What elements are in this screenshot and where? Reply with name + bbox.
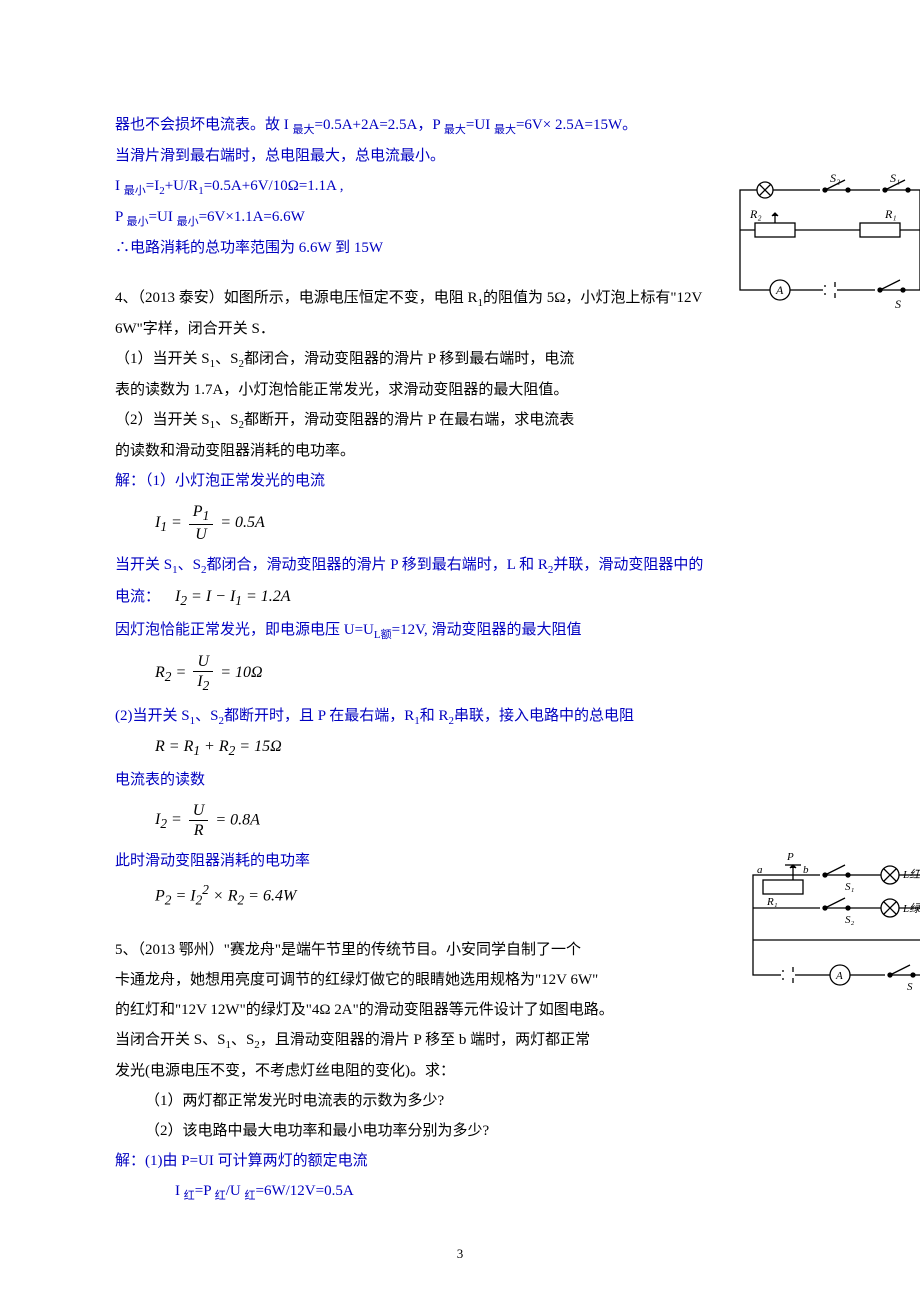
t: 、S [195,708,218,724]
t: P [115,209,127,225]
t: 当滑片滑到最右端时，总电阻最大，总电流最小。 [115,141,805,171]
t: 红 [184,1190,195,1202]
t: 、S [215,351,238,367]
t: =6V×1.1A=6.6W [199,209,305,225]
t: =12V, 滑动变阻器的最大阻值 [392,622,582,638]
t: 红 [245,1190,256,1202]
t: 红 [215,1190,226,1202]
t: 表的读数为 1.7A，小灯泡恰能正常发光，求滑动变阻器的最大阻值。 [115,375,805,405]
t: 最大 [494,124,516,136]
t: 的读数和滑动变阻器消耗的电功率。 [115,436,805,466]
svg-text:S: S [907,981,913,990]
t: ∴电路消耗的总功率范围为 6.6W 到 15W [115,233,805,263]
svg-text:S₂: S₂ [845,914,855,926]
svg-text:S₁: S₁ [890,171,900,185]
formula: P2 = I22 × R2 = 6.4W [155,882,805,909]
t: =I [146,178,159,194]
formula: I2 = UR = 0.8A [155,801,805,840]
formula: I2 = I − I1 = 1.2A [175,588,291,605]
t: 器也不会损坏电流表。故 I [115,117,293,133]
t: 当闭合开关 S、S [115,1032,225,1048]
svg-text:S₁: S₁ [845,881,855,893]
t: 最小 [127,216,149,228]
t: 解：（1）小灯泡正常发光的电流 [115,466,805,496]
t: I [175,1183,184,1199]
svg-text:S₂: S₂ [830,171,840,185]
t: 电流表的读数 [115,765,805,795]
t: L额 [374,629,392,641]
t: 、S [215,412,238,428]
t: ，且滑动变阻器的滑片 P 移至 b 端时，两灯都正常 [260,1032,590,1048]
t: 最大 [293,124,315,136]
t: 最小 [177,216,199,228]
svg-text:S: S [895,297,901,310]
svg-text:a: a [757,864,763,876]
t: 的红灯和"12V 12W"的绿灯及"4Ω 2A"的滑动变阻器等元件设计了如图电路… [115,995,805,1025]
t: 、S [178,557,201,573]
svg-text:L绿: L绿 [902,902,920,915]
t: 串联，接入电路中的总电阻 [454,708,634,724]
t: =UI [466,117,494,133]
svg-text:b: b [803,864,809,876]
t: （2）当开关 S [115,412,210,428]
t: 都闭合，滑动变阻器的滑片 P 移到最右端时，电流 [244,351,574,367]
t: =0.5A+2A=2.5A，P [315,117,444,133]
formula: I1 = P1U = 0.5A [155,502,805,544]
svg-text:R₁: R₁ [884,207,897,221]
t: 、S [231,1032,254,1048]
t: 都断开时，且 P 在最右端，R [224,708,414,724]
t: 卡通龙舟，她想用亮度可调节的红绿灯做它的眼睛她选用规格为"12V 6W" [115,965,805,995]
t: （2）该电路中最大电功率和最小电功率分别为多少? [115,1116,805,1146]
svg-text:R₁: R₁ [766,896,778,908]
t: 并联，滑动变阻器中的 [553,557,703,573]
t: /U [226,1183,245,1199]
t: =6W/12V=0.5A [256,1183,354,1199]
t: 的阻值为 5Ω，小灯泡上标有"12V [483,290,702,306]
formula: R2 = UI2 = 10Ω [155,652,805,694]
svg-text:L红: L红 [902,868,920,881]
t: =UI [149,209,177,225]
t: 最小 [124,185,146,197]
t: 4、（2013 泰安）如图所示，电源电压恒定不变，电阻 R [115,290,478,306]
formula: R = R1 + R2 = 15Ω [155,738,805,759]
t: 此时滑动变阻器消耗的电功率 [115,846,805,876]
t: 都闭合，滑动变阻器的滑片 P 移到最右端时，L 和 R [206,557,547,573]
circuit-diagram-1: S₂ S₁ R₂ R₁ A S [730,170,920,310]
page-number: 3 [0,1246,920,1262]
svg-text:A: A [835,970,843,982]
svg-text:P: P [786,851,794,863]
t: （1）当开关 S [115,351,210,367]
t: 发光(电源电压不变，不考虑灯丝电阻的变化)。求： [115,1056,805,1086]
t: =P [195,1183,215,1199]
t: 解：(1)由 P=UI 可计算两灯的额定电流 [115,1146,805,1176]
t: I [115,178,124,194]
svg-text:A: A [775,283,784,297]
t: 6W"字样，闭合开关 S． [115,314,805,344]
t: (2)当开关 S [115,708,190,724]
t: 因灯泡恰能正常发光，即电源电压 U=U [115,622,374,638]
t: 都断开，滑动变阻器的滑片 P 在最右端，求电流表 [244,412,574,428]
t: 和 R [420,708,449,724]
t: =0.5A+6V/10Ω=1.1A , [204,178,344,194]
t: =6V× 2.5A=15W。 [516,117,637,133]
svg-text:R₂: R₂ [749,207,762,221]
circuit-diagram-2: Pa b R₁ S₁ S₂ L红 L绿 A S [745,850,920,990]
t: 电流： [115,589,160,605]
t: 5、（2013 鄂州）"赛龙舟"是端午节里的传统节目。小安同学自制了一个 [115,935,805,965]
t: +U/R [165,178,198,194]
t: 当开关 S [115,557,172,573]
t: 最大 [444,124,466,136]
t: （1）两灯都正常发光时电流表的示数为多少? [115,1086,805,1116]
